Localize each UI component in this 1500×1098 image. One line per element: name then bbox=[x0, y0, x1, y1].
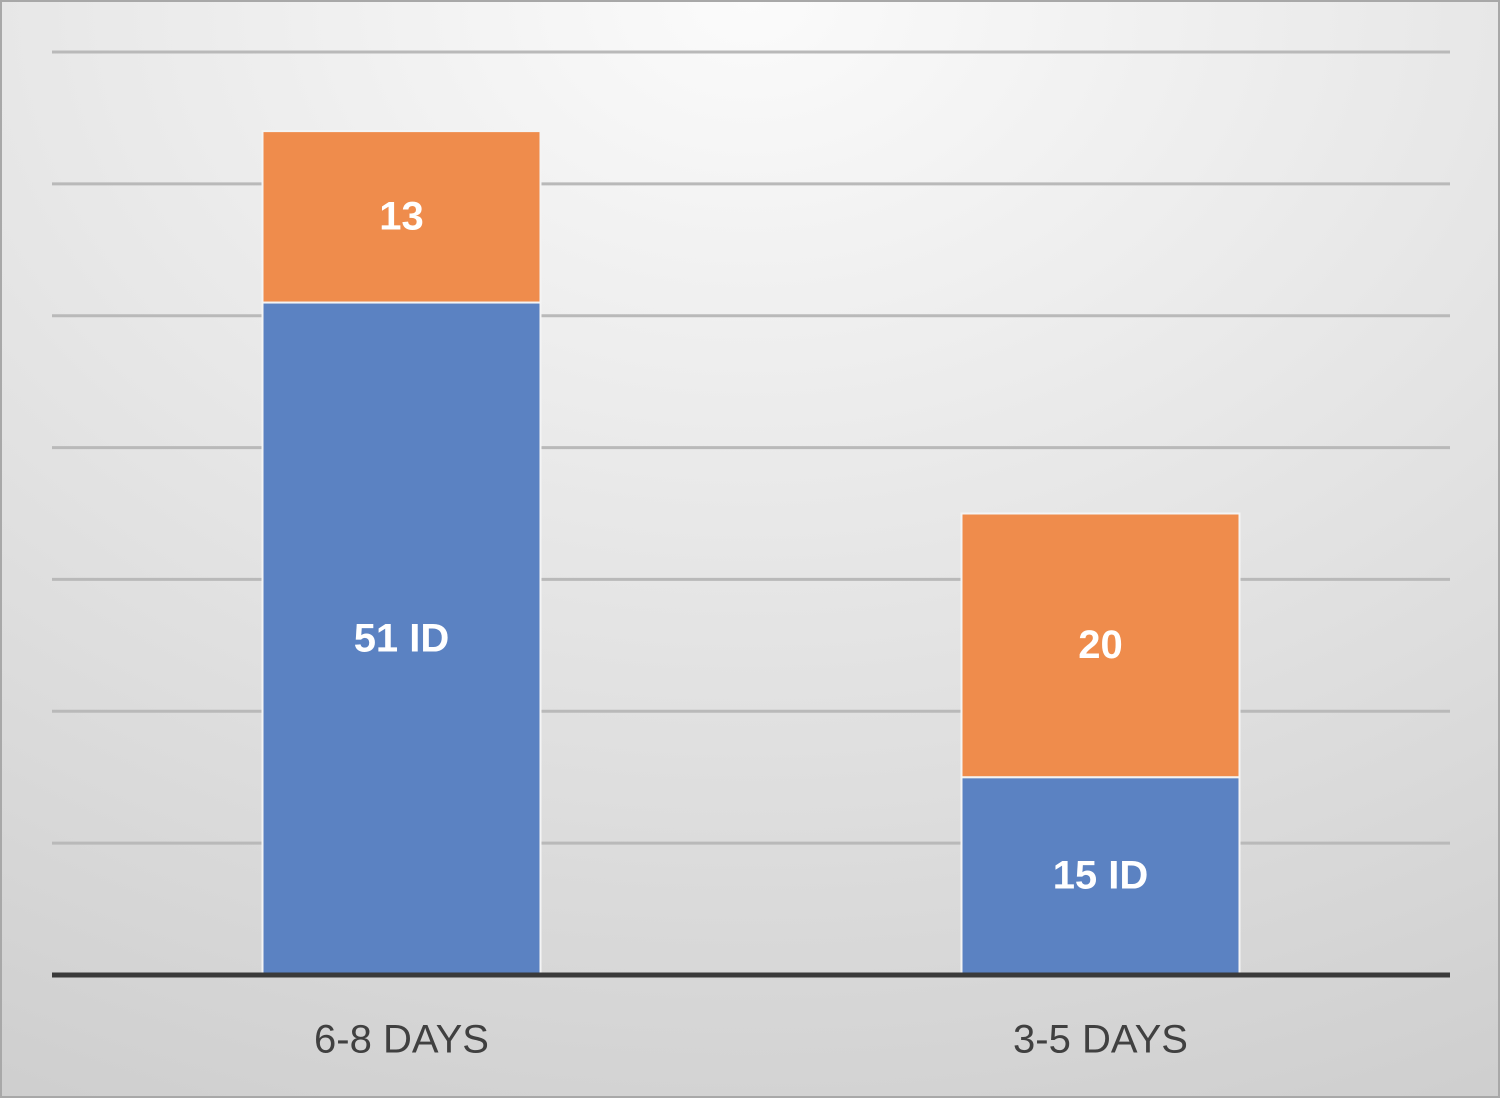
bar-segment bbox=[960, 512, 1241, 779]
x-tick-label: 3-5 DAYS bbox=[1013, 1018, 1188, 1062]
data-label: 20 bbox=[1078, 623, 1123, 667]
data-label: 13 bbox=[379, 194, 424, 238]
data-label: 15 ID bbox=[1053, 854, 1149, 898]
data-label: 51 ID bbox=[354, 616, 450, 660]
bar-segment bbox=[960, 776, 1241, 977]
x-tick-label: 6-8 DAYS bbox=[314, 1018, 489, 1062]
bar-segment bbox=[261, 130, 542, 304]
